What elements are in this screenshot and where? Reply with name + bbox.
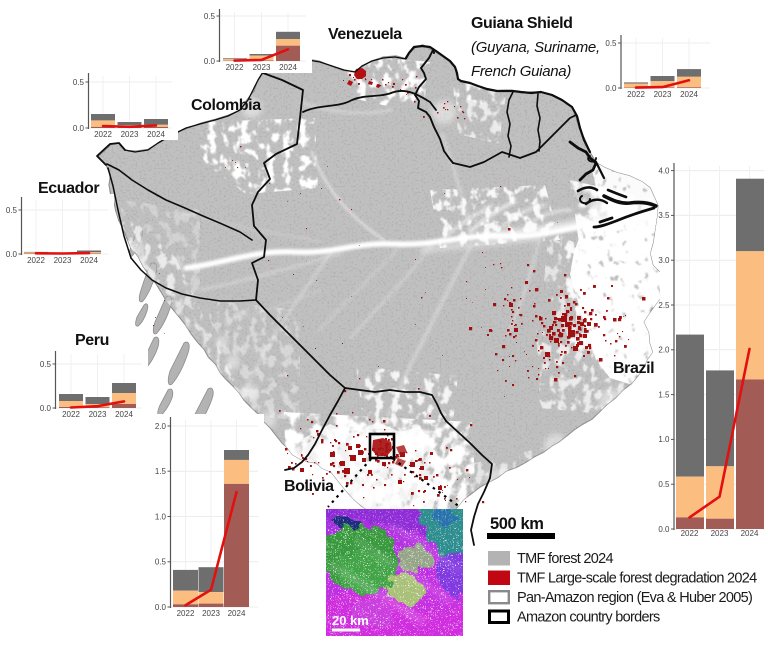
svg-text:Brazil: Brazil — [613, 360, 654, 377]
svg-text:TMF forest 2024: TMF forest 2024 — [517, 551, 614, 567]
svg-text:(Guyana, Suriname,: (Guyana, Suriname, — [471, 39, 600, 56]
svg-text:0.0: 0.0 — [605, 84, 617, 93]
svg-text:Pan-Amazon region (Eva & Huber: Pan-Amazon region (Eva & Huber 2005) — [517, 590, 752, 606]
svg-text:2023: 2023 — [54, 256, 72, 265]
svg-text:2024: 2024 — [680, 90, 698, 99]
svg-text:2022: 2022 — [177, 609, 195, 618]
svg-text:2.0: 2.0 — [155, 422, 167, 431]
svg-text:0.0: 0.0 — [6, 250, 18, 259]
svg-text:2022: 2022 — [27, 256, 45, 265]
svg-text:2023: 2023 — [121, 130, 139, 139]
svg-text:TMF Large-scale forest degrada: TMF Large-scale forest degradation 2024 — [517, 571, 757, 587]
svg-text:Guiana Shield: Guiana Shield — [471, 15, 573, 32]
svg-text:Peru: Peru — [75, 332, 109, 349]
svg-text:4.0: 4.0 — [658, 166, 670, 175]
svg-text:500 km: 500 km — [490, 515, 544, 533]
svg-text:2023: 2023 — [654, 90, 672, 99]
svg-text:0.5: 0.5 — [155, 558, 167, 567]
svg-text:2.0: 2.0 — [658, 346, 670, 355]
svg-text:Ecuador: Ecuador — [38, 180, 99, 197]
svg-text:2024: 2024 — [279, 63, 297, 72]
svg-text:2023: 2023 — [89, 410, 107, 419]
svg-text:20 km: 20 km — [332, 613, 369, 628]
svg-text:0.5: 0.5 — [73, 78, 85, 87]
svg-text:0.5: 0.5 — [6, 206, 18, 215]
svg-text:2024: 2024 — [80, 256, 98, 265]
svg-text:0.5: 0.5 — [40, 360, 52, 369]
svg-text:Amazon country borders: Amazon country borders — [517, 610, 660, 626]
svg-text:2024: 2024 — [115, 410, 133, 419]
svg-text:2023: 2023 — [711, 529, 729, 538]
svg-text:2022: 2022 — [681, 529, 699, 538]
svg-text:Colombia: Colombia — [191, 97, 261, 114]
svg-text:2024: 2024 — [147, 130, 165, 139]
svg-text:0.0: 0.0 — [40, 404, 52, 413]
svg-text:French Guiana): French Guiana) — [471, 63, 571, 80]
svg-text:0.0: 0.0 — [204, 57, 216, 66]
svg-text:2023: 2023 — [202, 609, 220, 618]
svg-text:3.5: 3.5 — [658, 211, 670, 220]
svg-text:2022: 2022 — [627, 90, 645, 99]
svg-text:2024: 2024 — [741, 529, 759, 538]
svg-text:3.0: 3.0 — [658, 256, 670, 265]
svg-text:0.5: 0.5 — [204, 12, 216, 21]
svg-text:0.5: 0.5 — [658, 480, 670, 489]
svg-text:1.5: 1.5 — [155, 467, 167, 476]
svg-text:1.5: 1.5 — [658, 390, 670, 399]
svg-text:1.0: 1.0 — [155, 512, 167, 521]
svg-text:0.0: 0.0 — [73, 124, 85, 133]
svg-text:0.0: 0.0 — [658, 525, 670, 534]
svg-text:2023: 2023 — [253, 63, 271, 72]
svg-text:2022: 2022 — [94, 130, 112, 139]
svg-text:1.0: 1.0 — [658, 435, 670, 444]
svg-text:2024: 2024 — [228, 609, 246, 618]
svg-text:2022: 2022 — [226, 63, 244, 72]
svg-text:2022: 2022 — [62, 410, 80, 419]
svg-text:0.5: 0.5 — [605, 39, 617, 48]
svg-text:2.5: 2.5 — [658, 301, 670, 310]
svg-text:0.0: 0.0 — [155, 603, 167, 612]
svg-text:Venezuela: Venezuela — [328, 26, 402, 43]
svg-text:Bolivia: Bolivia — [284, 478, 334, 495]
